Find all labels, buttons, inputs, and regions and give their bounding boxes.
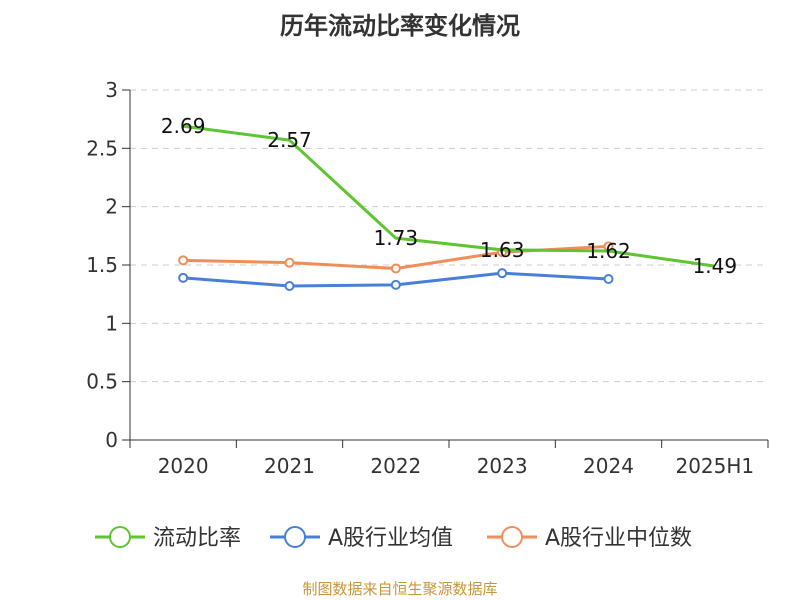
x-tick-label: 2022 — [370, 454, 421, 478]
data-label: 1.62 — [586, 239, 631, 263]
data-label: 2.69 — [161, 114, 206, 138]
y-tick-label: 2 — [105, 195, 118, 219]
data-label: 1.63 — [480, 238, 525, 262]
legend-marker — [501, 526, 523, 548]
legend-label: A股行业中位数 — [545, 526, 692, 551]
legend-marker — [284, 526, 306, 548]
series-line — [182, 124, 716, 268]
y-tick-label: 3 — [105, 78, 118, 102]
x-tick-label: 2024 — [583, 454, 634, 478]
grid-lines — [130, 89, 768, 383]
legend-label: 流动比率 — [153, 526, 241, 551]
x-tick-label: 2021 — [264, 454, 315, 478]
axes — [122, 89, 769, 448]
data-labels: 2.69 2.57 1.73 1.63 1.62 1.49 — [161, 114, 737, 278]
x-tick-label: 2023 — [477, 454, 528, 478]
y-tick-label: 0.5 — [86, 370, 118, 394]
chart-title: 历年流动比率变化情况 — [280, 12, 520, 40]
x-tick-label: 2025H1 — [675, 454, 754, 478]
data-point — [178, 272, 189, 283]
legend-label: A股行业均值 — [328, 526, 453, 551]
source-note: 制图数据来自恒生聚源数据库 — [302, 580, 498, 598]
series-lines — [178, 124, 716, 291]
y-tick-label: 1 — [105, 311, 118, 335]
data-point — [284, 257, 295, 268]
data-point — [178, 255, 189, 266]
y-tick-label: 0 — [105, 428, 118, 452]
data-label: 1.49 — [693, 254, 738, 278]
data-label: 1.73 — [374, 226, 419, 250]
data-point — [603, 274, 614, 284]
y-tick-label: 2.5 — [86, 136, 118, 160]
x-tick-label: 2020 — [158, 454, 209, 478]
legend-marker — [109, 526, 131, 548]
tick-labels: 0 0.5 1 1.5 2 2.5 3 2020 2021 2022 2023 2024 2025H1 — [86, 78, 754, 478]
data-point — [497, 268, 508, 279]
data-label: 2.57 — [267, 128, 312, 152]
data-point — [390, 279, 401, 290]
legend: 流动比率 A股行业均值 A股行业中位数 — [95, 526, 692, 551]
y-tick-label: 1.5 — [86, 253, 118, 277]
data-point — [284, 281, 295, 291]
data-point — [390, 263, 401, 274]
